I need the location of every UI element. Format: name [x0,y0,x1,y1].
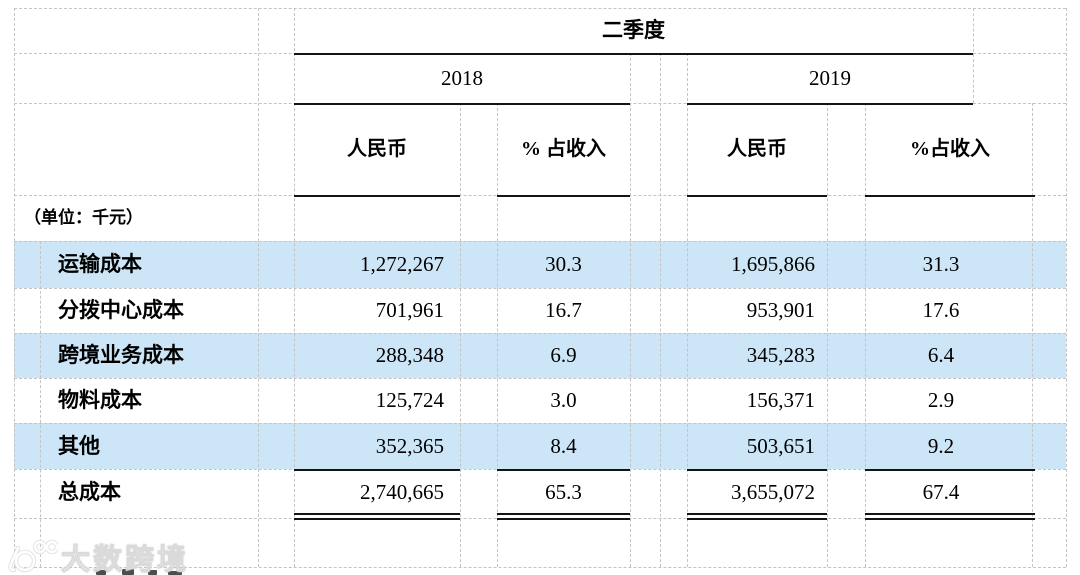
pct-2018-value: 16.7 [545,298,582,322]
year-2019-header: 2019 [809,66,851,90]
pct-2018-value: 8.4 [550,434,577,458]
rmb-2018-value: 288,348 [375,343,444,367]
cut-off-text-fragment [122,569,134,575]
table-rule [865,195,1035,197]
grid-line [294,8,295,567]
table-rule [497,469,630,471]
quarter-header: 二季度 [602,18,665,42]
rmb-2018-value: 125,724 [375,388,444,412]
table-rule [294,195,460,197]
rmb-2019-value: 1,695,866 [731,252,815,276]
table-rule [865,518,1035,520]
table-rule [497,195,630,197]
grid-line [14,241,1066,242]
grid-line [40,241,41,567]
table-rule [294,513,460,515]
pct-2019-value: 17.6 [922,298,960,322]
table-rule [294,53,973,55]
rmb-2019-value: 3,655,072 [731,480,815,504]
pct-2019-value: 67.4 [922,480,960,504]
row-label: 分拨中心成本 [58,298,184,322]
table-rule [497,518,630,520]
rmb-2018-value: 352,365 [375,434,444,458]
pct-2019-value: 6.4 [927,343,955,367]
row-label: 运输成本 [58,252,142,276]
watermark-logo-icon [8,539,58,573]
grid-line [14,333,1066,334]
table-row: 跨境业务成本 288,348 6.9 345,283 6.4 [14,333,1066,378]
grid-line [827,103,828,567]
grid-line [14,378,1066,379]
unit-note: （单位：千元） [24,208,143,227]
rmb-2019-value: 156,371 [746,388,815,412]
table-row: 分拨中心成本 701,961 16.7 953,901 17.6 [14,288,1066,333]
row-label: 物料成本 [58,388,142,412]
grid-line [14,8,15,567]
table-rule [687,513,827,515]
col-header-rmb-2018: 人民币 [347,138,407,160]
table-rule [687,518,827,520]
rmb-2018-value: 701,961 [375,298,444,322]
table-rule [687,103,973,105]
row-label: 总成本 [58,480,121,504]
grid-line [660,53,661,567]
table-rule [865,469,1035,471]
col-header-rmb-2019: 人民币 [727,138,787,160]
pct-2018-value: 3.0 [550,388,577,412]
grid-line [687,53,688,567]
grid-line [14,567,1066,568]
table-row: 总成本 2,740,665 65.3 3,655,072 67.4 [14,469,1066,515]
pct-2019-value: 2.9 [927,388,955,412]
cut-off-text-fragment [168,571,182,575]
watermark: 大数跨境 [6,536,189,575]
table-rule [497,513,630,515]
table-row: 运输成本 1,272,267 30.3 1,695,866 31.3 [14,241,1066,288]
table-rule [865,513,1035,515]
pct-2019-value: 31.3 [922,252,960,276]
rmb-2019-value: 503,651 [746,434,815,458]
table-rule [294,103,630,105]
table-row: 其他 352,365 8.4 503,651 9.2 [14,423,1066,469]
grid-line [497,103,498,567]
pct-2018-value: 6.9 [550,343,577,367]
pct-2019-value: 9.2 [927,434,955,458]
col-header-pct-2018: % 占收入 [521,138,606,160]
pct-2018-value: 65.3 [545,480,582,504]
cut-off-text-fragment [96,570,106,575]
year-2018-header: 2018 [441,66,483,90]
table-row: 物料成本 125,724 3.0 156,371 2.9 [14,378,1066,423]
col-header-pct-2019: %占收入 [910,138,990,160]
table-rule [687,195,827,197]
grid-line [14,8,1066,9]
grid-line [460,103,461,567]
grid-line [14,288,1066,289]
cut-off-text-fragment [148,570,157,575]
rmb-2018-value: 2,740,665 [360,480,444,504]
grid-line [14,423,1066,424]
row-label: 跨境业务成本 [58,343,184,367]
grid-line [973,8,974,103]
grid-line [1066,8,1067,567]
grid-line [630,53,631,567]
table-rule [687,469,827,471]
rmb-2018-value: 1,272,267 [360,252,444,276]
table-rule [294,469,460,471]
pct-2018-value: 30.3 [545,252,582,276]
watermark-text: 大数跨境 [60,544,190,575]
grid-line [1032,103,1033,567]
rmb-2019-value: 345,283 [746,343,815,367]
grid-line [258,8,259,567]
table-rule [294,518,460,520]
row-label: 其他 [58,434,100,458]
grid-line [865,103,866,567]
rmb-2019-value: 953,901 [746,298,815,322]
